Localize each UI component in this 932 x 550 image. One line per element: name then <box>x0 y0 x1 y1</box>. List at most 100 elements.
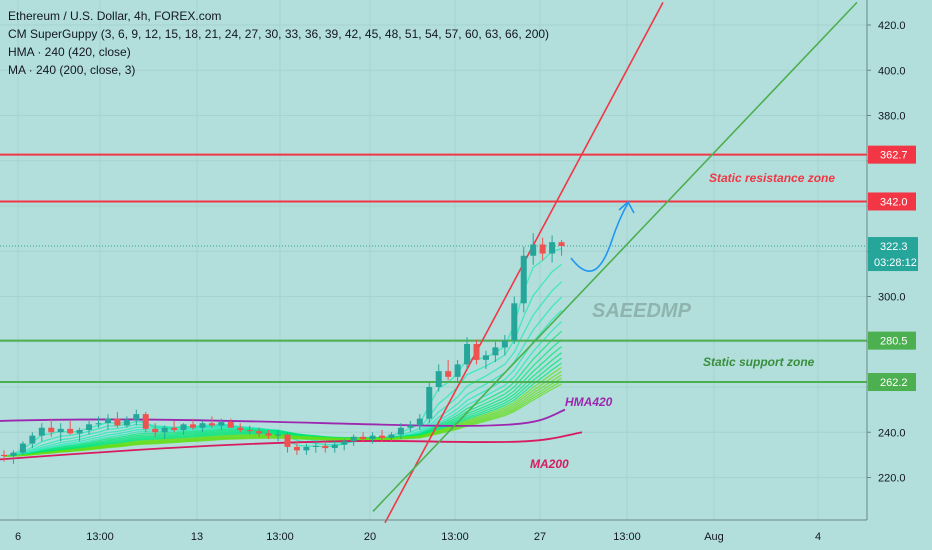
candle-body <box>152 428 159 433</box>
candle-body <box>435 371 442 387</box>
support-zone-label: Static support zone <box>703 355 815 369</box>
green-trendline <box>372 1 858 512</box>
candle-body <box>464 344 471 365</box>
time-tick-label: 6 <box>15 531 21 543</box>
price-badge-label: 262.2 <box>880 377 908 389</box>
time-tick-label: Aug <box>704 531 724 543</box>
candle-body <box>114 418 121 426</box>
candle-body <box>341 441 348 445</box>
price-tick-label: 420.0 <box>878 20 906 32</box>
candle-body <box>76 429 83 434</box>
price-badge-label: 280.5 <box>880 336 908 348</box>
ma-line <box>0 431 583 461</box>
price-badge-label: 342.0 <box>880 196 908 208</box>
candle-body <box>275 434 282 436</box>
candle-body <box>350 436 357 442</box>
price-tick-label: 300.0 <box>878 292 906 304</box>
price-axis-background <box>867 0 932 550</box>
time-tick-label: 4 <box>815 531 821 543</box>
indicator-superguppy[interactable]: CM SuperGuppy (3, 6, 9, 12, 15, 18, 21, … <box>8 27 550 41</box>
price-badge-label: 362.7 <box>880 150 908 162</box>
time-tick-label: 13:00 <box>613 531 641 543</box>
horizontal-price-lines <box>0 153 867 384</box>
candle-body <box>180 424 187 430</box>
candle-body <box>501 340 508 348</box>
candle-body <box>397 427 404 435</box>
candle-body <box>558 242 565 247</box>
candle-body <box>530 244 537 256</box>
price-tick-label: 380.0 <box>878 111 906 123</box>
candle-body <box>171 427 178 430</box>
candle-body <box>38 427 45 436</box>
candle-body <box>407 425 414 428</box>
time-tick-label: 13:00 <box>266 531 294 543</box>
time-tick-label: 13:00 <box>86 531 114 543</box>
candle-body <box>416 418 423 426</box>
indicator-hma[interactable]: HMA · 240 (420, close) <box>8 45 131 59</box>
indicator-ma[interactable]: MA · 240 (200, close, 3) <box>8 63 136 77</box>
watermark-label: SAEEDMP <box>592 300 692 322</box>
last-price-badge-bg <box>868 237 918 272</box>
candle-body <box>388 434 395 438</box>
candle-body <box>95 423 102 425</box>
candle-body <box>331 444 338 449</box>
hma420-label: HMA420 <box>565 395 613 409</box>
candle-body <box>256 431 263 434</box>
ma200-label: MA200 <box>530 457 569 471</box>
candle-body <box>284 434 291 447</box>
time-axis[interactable]: 6 13:00 13 13:00 20 13:00 27 13:00 Aug 4 <box>0 519 867 543</box>
candle-body <box>520 255 527 304</box>
candle-body <box>293 446 300 451</box>
candle-body <box>123 419 130 426</box>
hma-line <box>0 408 566 427</box>
price-axis[interactable]: 220.0 240.0 300.0 380.0 400.0 420.0 <box>866 0 932 550</box>
candle-body <box>48 427 55 433</box>
candle-body <box>133 414 140 420</box>
forecast-arrow-path <box>570 202 629 272</box>
candle-body <box>539 244 546 254</box>
forecast-arrowhead <box>618 200 635 214</box>
price-tick-label: 220.0 <box>878 473 906 485</box>
candle-body <box>190 424 196 428</box>
candle-body <box>10 452 17 457</box>
candle-body <box>511 303 518 341</box>
countdown-label: 03:28:12 <box>874 257 917 269</box>
time-tick-label: 20 <box>364 531 376 543</box>
candles <box>1 233 565 464</box>
candle-body <box>265 433 272 436</box>
price-badge-bg <box>868 373 916 392</box>
candle-body <box>445 371 452 377</box>
candle-body <box>19 443 26 453</box>
last-price-badge-label: 322.3 <box>880 241 908 253</box>
price-badges: 362.7 342.0 280.5 262.2 322.3 03:28:12 <box>868 145 918 392</box>
annotation-labels: Static resistance zone Static support zo… <box>530 171 835 471</box>
time-tick-label: 13 <box>191 531 203 543</box>
candle-body <box>67 428 74 434</box>
candle-body <box>104 418 111 424</box>
candle-body <box>482 355 489 360</box>
candle-body <box>199 423 206 428</box>
candle-body <box>454 364 461 377</box>
candle-body <box>426 387 433 419</box>
candle-body <box>208 423 215 426</box>
price-tick-label: 400.0 <box>878 65 906 77</box>
time-tick-label: 27 <box>534 531 546 543</box>
candle-body <box>142 414 149 429</box>
time-tick-label: 13:00 <box>441 531 469 543</box>
candle-body <box>218 422 225 426</box>
candle-body <box>29 435 36 444</box>
candle-body <box>549 242 556 254</box>
candle-body <box>86 424 93 430</box>
candle-body <box>360 436 367 440</box>
candle-body <box>492 347 499 356</box>
candle-body <box>312 445 319 447</box>
candle-body <box>246 429 253 432</box>
symbol-title[interactable]: Ethereum / U.S. Dollar, 4h, FOREX.com <box>8 9 222 23</box>
forecast-path <box>570 200 635 272</box>
price-badge-bg <box>868 145 916 164</box>
candle-body <box>161 427 168 433</box>
candle-body <box>473 344 480 360</box>
candle-body <box>303 446 310 451</box>
